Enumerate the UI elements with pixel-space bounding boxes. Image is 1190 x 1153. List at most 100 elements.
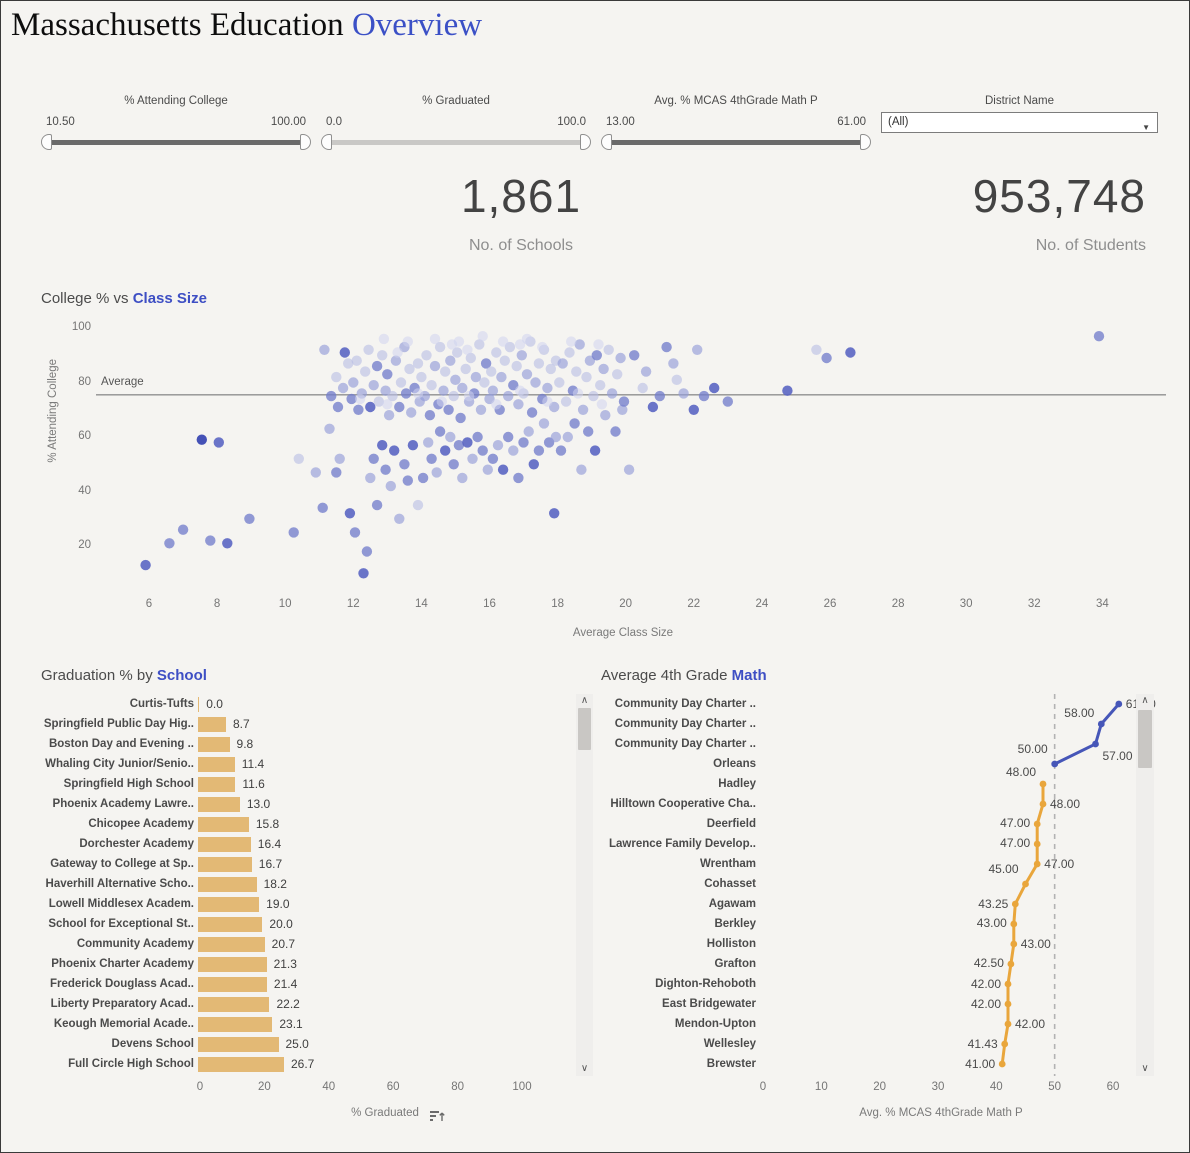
scatter-point[interactable] [412, 499, 424, 511]
scatter-point[interactable] [615, 352, 626, 364]
dot-mark[interactable] [1097, 720, 1105, 728]
scatter-point[interactable] [363, 344, 374, 355]
scatter-point[interactable] [360, 366, 371, 377]
dot-mark[interactable] [1092, 740, 1099, 748]
scatter-point[interactable] [446, 339, 458, 350]
scatter-point[interactable] [205, 535, 216, 546]
scatter-point[interactable] [668, 358, 679, 369]
sort-icon[interactable] [429, 1109, 445, 1123]
scatter-point[interactable] [368, 380, 379, 391]
scatter-point[interactable] [448, 459, 459, 470]
filter-attending-slider[interactable] [41, 134, 311, 150]
chevron-up-icon[interactable]: ∧ [580, 695, 589, 706]
scatter-point[interactable] [378, 333, 390, 345]
scatter-point[interactable] [373, 396, 384, 407]
scatter-point[interactable] [412, 358, 424, 369]
scatter-point[interactable] [497, 464, 509, 475]
scatter-point[interactable] [491, 399, 502, 410]
bar[interactable] [198, 836, 251, 852]
scatter-point[interactable] [537, 341, 548, 353]
dot-mark[interactable] [1010, 940, 1018, 948]
bar[interactable] [198, 696, 200, 712]
scatter-point[interactable] [523, 426, 534, 437]
dot-mark[interactable] [1033, 820, 1041, 828]
scatter-point[interactable] [514, 385, 526, 396]
scatter-point[interactable] [647, 401, 659, 413]
scatter-point[interactable] [406, 407, 417, 418]
scatter-point[interactable] [640, 366, 652, 377]
scatter-point[interactable] [591, 350, 602, 361]
scatter-point[interactable] [513, 472, 524, 484]
dot-mark[interactable] [1004, 980, 1012, 988]
scatter-point[interactable] [576, 464, 587, 475]
scatter-point[interactable] [514, 339, 526, 350]
scatter-point[interactable] [196, 434, 207, 445]
scatter-point[interactable] [424, 410, 436, 421]
scatter-point[interactable] [324, 423, 335, 434]
scatter-point[interactable] [423, 437, 434, 448]
scatter-point[interactable] [434, 426, 446, 437]
scatter-point[interactable] [380, 464, 391, 475]
scatter-point[interactable] [617, 404, 628, 415]
scatter-point[interactable] [618, 396, 630, 407]
scatter-point[interactable] [460, 363, 471, 375]
scatter-point[interactable] [382, 399, 393, 410]
scatter-point[interactable] [533, 445, 545, 456]
scatter-point[interactable] [577, 404, 589, 415]
scatter-point[interactable] [450, 374, 461, 385]
scatter-point[interactable] [377, 440, 388, 451]
scatter-point[interactable] [610, 426, 621, 437]
scatter-point[interactable] [337, 382, 349, 394]
scatter-point[interactable] [462, 344, 473, 355]
scatter-point[interactable] [429, 333, 441, 345]
scatter-point[interactable] [463, 390, 475, 402]
scatter-point[interactable] [845, 347, 856, 358]
scatter-point[interactable] [470, 371, 482, 383]
scatter-point[interactable] [511, 360, 522, 372]
scatter-point[interactable] [528, 459, 539, 470]
scatter-point[interactable] [402, 475, 413, 486]
dot-mark[interactable] [1039, 780, 1047, 788]
scatter-point[interactable] [477, 331, 488, 342]
scatter-point[interactable] [688, 404, 699, 415]
scatter-point[interactable] [629, 350, 640, 361]
scatter-point[interactable] [671, 374, 682, 385]
scatter-point[interactable] [538, 418, 550, 429]
scatter-point[interactable] [516, 350, 527, 361]
dot-mark[interactable] [1001, 1040, 1009, 1048]
scatter-point[interactable] [326, 390, 337, 402]
scatter-point[interactable] [455, 412, 466, 424]
bar[interactable] [198, 896, 260, 912]
scatter-point[interactable] [1093, 331, 1105, 342]
scatter-point[interactable] [339, 347, 350, 358]
scatter-point[interactable] [436, 396, 447, 407]
scatter-point[interactable] [382, 369, 393, 380]
scatter-point[interactable] [371, 499, 383, 511]
scatter-point[interactable] [457, 382, 468, 394]
scatter-point[interactable] [452, 347, 463, 358]
scatter-point[interactable] [453, 440, 465, 451]
scatter-point[interactable] [407, 440, 419, 451]
scatter-point[interactable] [365, 472, 376, 484]
scatter-point[interactable] [387, 390, 398, 402]
scatter-point[interactable] [429, 360, 441, 372]
scatter-point[interactable] [698, 390, 710, 402]
scatter-point[interactable] [492, 440, 504, 451]
scatter-point[interactable] [560, 396, 572, 407]
scatter-point[interactable] [709, 382, 720, 394]
scatter-point[interactable] [542, 382, 553, 394]
scatter-point[interactable] [293, 453, 304, 464]
chevron-down-icon[interactable]: ∨ [1141, 1063, 1149, 1074]
scatter-point[interactable] [222, 538, 233, 549]
scatter-point[interactable] [365, 401, 376, 413]
scatter-point[interactable] [486, 366, 497, 377]
scatter-point[interactable] [213, 437, 224, 448]
dot-mark[interactable] [1022, 880, 1029, 888]
slider-handle-max[interactable] [300, 134, 311, 150]
bar[interactable] [198, 1036, 279, 1052]
scatter-point[interactable] [334, 453, 345, 464]
scatter-point[interactable] [479, 377, 490, 388]
dot-mark[interactable] [1033, 860, 1041, 868]
slider-handle-max[interactable] [860, 134, 871, 150]
scatter-point[interactable] [445, 355, 456, 366]
